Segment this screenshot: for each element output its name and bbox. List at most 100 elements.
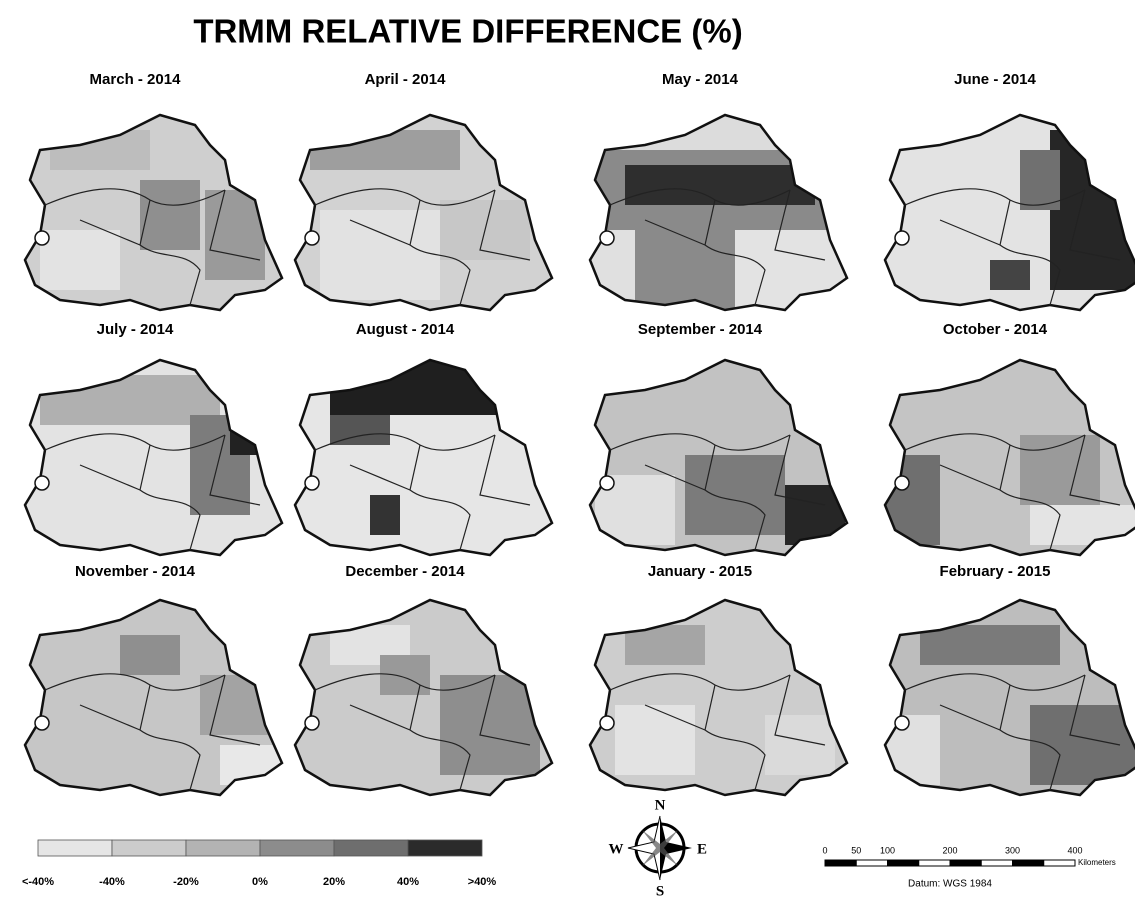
- scale-bar: 0 50 100 200 300 400 Kilometers Datum: WGS 1984: [822, 845, 1115, 889]
- panel-label: December - 2014: [345, 563, 465, 580]
- panel-label: February - 2015: [940, 563, 1051, 580]
- scale-segment: [949, 859, 982, 867]
- map-shading: [295, 600, 552, 795]
- map-shading: [25, 115, 282, 310]
- map: [883, 113, 1135, 312]
- legend-swatch: [259, 839, 335, 857]
- map-patch: [590, 115, 845, 150]
- map-patch: [330, 415, 390, 445]
- scale-label: 100: [880, 845, 895, 855]
- map: [23, 358, 284, 557]
- map-shading: [25, 360, 282, 555]
- lake: [894, 715, 910, 731]
- legend-swatch: [407, 839, 483, 857]
- map-patch: [190, 415, 250, 515]
- scale-segment: [1012, 859, 1045, 867]
- map: [293, 598, 554, 797]
- map: [293, 358, 554, 557]
- scale-segment: [1043, 859, 1076, 867]
- map-patch: [120, 635, 180, 675]
- panel-label: October - 2014: [943, 321, 1048, 338]
- panel-label: November - 2014: [75, 563, 196, 580]
- map-patch: [990, 260, 1030, 290]
- panel-label: April - 2014: [365, 71, 447, 88]
- panel-label: September - 2014: [638, 321, 763, 338]
- district-boundary: [609, 673, 826, 791]
- lake: [34, 230, 50, 246]
- lake: [599, 475, 615, 491]
- lake: [304, 475, 320, 491]
- map: [23, 598, 284, 797]
- district-boundary: [44, 673, 261, 791]
- map-patch: [615, 705, 695, 775]
- compass-star-light: [627, 815, 661, 881]
- legend-swatch: [111, 839, 187, 857]
- map-shading: [885, 600, 1135, 795]
- map-patch: [380, 655, 430, 695]
- scale-label: 50: [851, 845, 861, 855]
- map-patch: [50, 130, 150, 170]
- lake: [599, 715, 615, 731]
- lake: [34, 715, 50, 731]
- legend-label: 40%: [397, 876, 419, 888]
- compass: N S E W: [609, 797, 708, 899]
- legend-label: >40%: [468, 876, 497, 888]
- district-boundary: [44, 188, 261, 306]
- map-shading: [590, 600, 847, 795]
- map-patch: [920, 625, 1060, 665]
- scale-segment: [824, 859, 857, 867]
- legend-swatch: [37, 839, 113, 857]
- map-shading: [295, 360, 552, 555]
- map-patch: [685, 455, 785, 535]
- district-boundary: [904, 433, 1121, 551]
- map: [588, 598, 849, 797]
- map-shading: [295, 115, 552, 310]
- map-shading: [590, 115, 847, 310]
- map-shading: [25, 600, 282, 795]
- panel-label: January - 2015: [648, 563, 752, 580]
- scale-unit: Kilometers: [1078, 858, 1116, 867]
- legend: <-40% -40% -20% 0% 20% 40% >40%: [22, 839, 497, 888]
- compass-n: N: [655, 797, 666, 813]
- map: [588, 358, 849, 557]
- scale-segment: [918, 859, 951, 867]
- map: [883, 358, 1135, 557]
- lake: [304, 715, 320, 731]
- lake: [894, 230, 910, 246]
- compass-e: E: [697, 841, 707, 857]
- map-patch: [140, 180, 200, 250]
- compass-w: W: [609, 841, 624, 857]
- legend-label: 0%: [252, 876, 268, 888]
- map-patch: [440, 675, 540, 775]
- legend-swatch: [333, 839, 409, 857]
- legend-label: -20%: [173, 876, 199, 888]
- map-patch: [785, 485, 845, 545]
- map-patch: [40, 230, 120, 290]
- lake: [34, 475, 50, 491]
- panel-label: March - 2014: [90, 71, 182, 88]
- scale-segment: [980, 859, 1013, 867]
- map: [883, 598, 1135, 797]
- lake: [599, 230, 615, 246]
- compass-star-minor: [642, 830, 678, 866]
- datum: Datum: WGS 1984: [908, 879, 992, 890]
- district-boundary: [904, 188, 1121, 306]
- map-patch: [1020, 435, 1100, 505]
- map-patch: [1020, 150, 1060, 210]
- map-patch: [885, 715, 940, 785]
- panel-label: August - 2014: [356, 321, 455, 338]
- map: [23, 113, 284, 312]
- scale-segment: [855, 859, 888, 867]
- panel-label: May - 2014: [662, 71, 739, 88]
- map-patch: [735, 230, 845, 310]
- district-boundary: [314, 673, 531, 791]
- district-boundary: [44, 433, 261, 551]
- legend-label: <-40%: [22, 876, 54, 888]
- district-boundary: [314, 188, 531, 306]
- scale-label: 200: [942, 845, 957, 855]
- scale-label: 400: [1067, 845, 1082, 855]
- panels: March - 2014 April - 2014 May - 2014 June -…: [23, 71, 1135, 797]
- legend-label: 20%: [323, 876, 345, 888]
- map-patch: [370, 495, 400, 535]
